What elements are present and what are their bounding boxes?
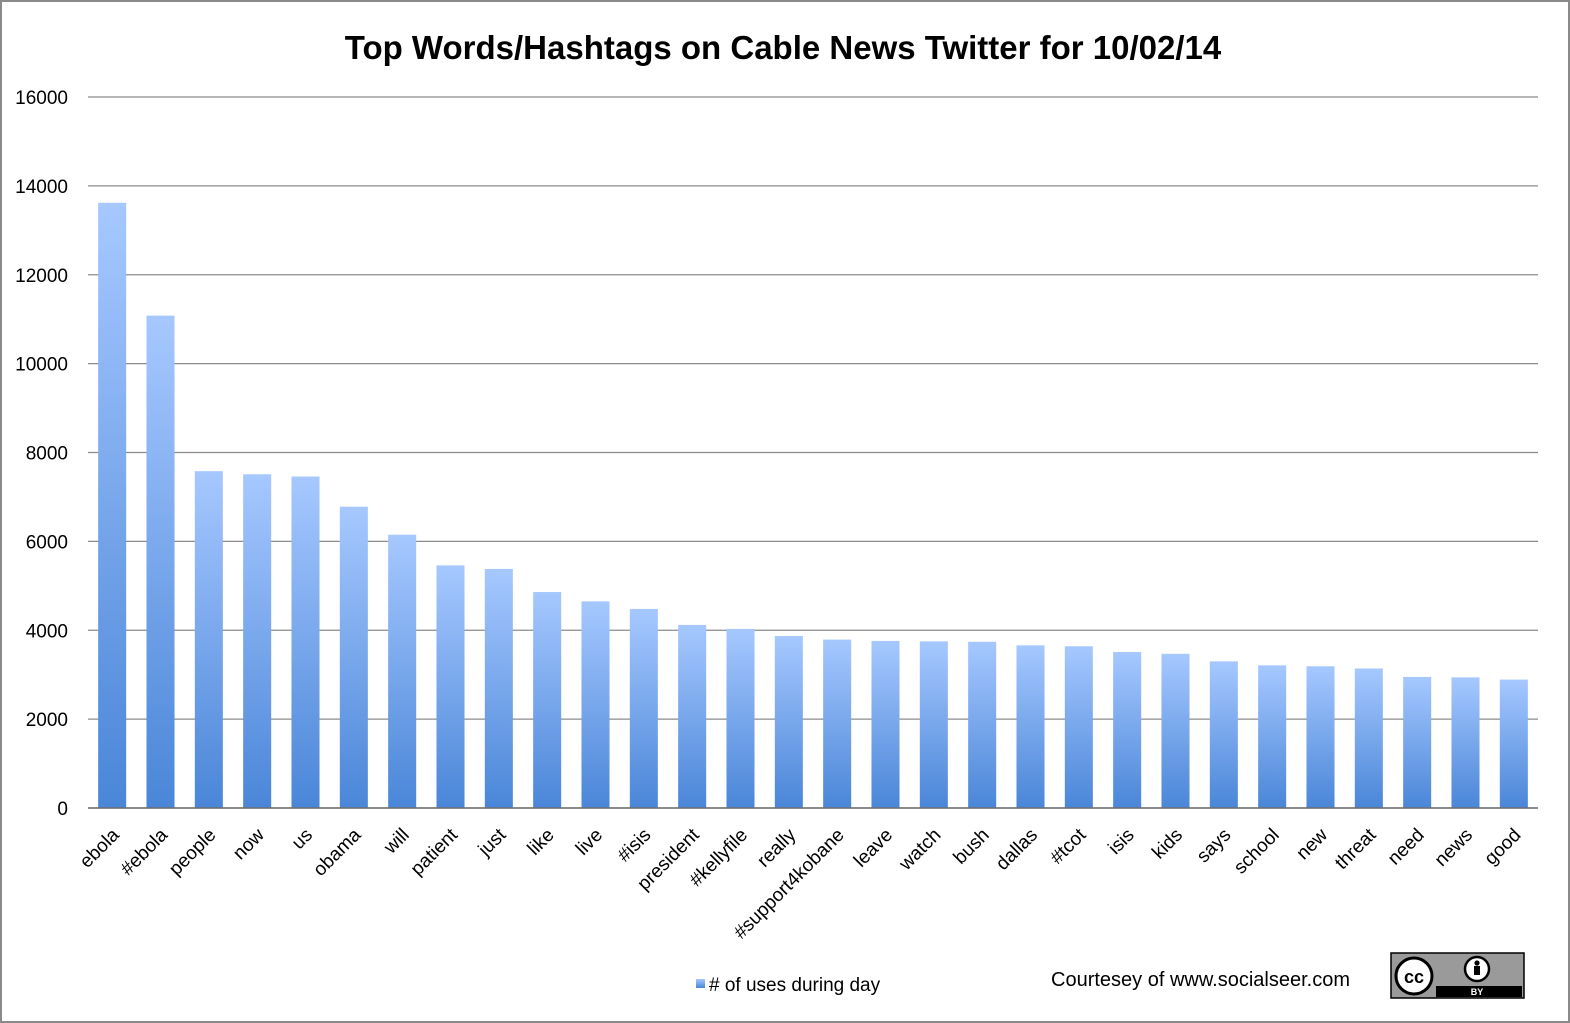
- bar: [1403, 676, 1432, 808]
- bar: [146, 315, 175, 808]
- bars: [88, 202, 1538, 809]
- bar: [629, 608, 658, 808]
- credit-text: Courtesey of www.socialseer.com: [1051, 969, 1350, 991]
- license-badge: cc BY: [1390, 952, 1525, 999]
- bar: [339, 506, 368, 808]
- x-tick-label: news: [1431, 825, 1477, 871]
- attribution-icon: [1463, 955, 1491, 983]
- badge-label: BY: [1471, 987, 1484, 997]
- bar: [484, 568, 513, 808]
- bar: [1016, 645, 1045, 808]
- bar: [1209, 661, 1238, 808]
- x-tick-label: #tcot: [1046, 824, 1090, 868]
- bar: [968, 641, 997, 808]
- legend: # of uses during day: [696, 975, 881, 996]
- y-tick-label: 8000: [26, 444, 68, 465]
- x-tick-label: patient: [407, 824, 463, 880]
- x-tick-label: leave: [850, 825, 897, 872]
- x-tick-label: threat: [1331, 824, 1381, 874]
- x-tick-label: need: [1384, 825, 1429, 870]
- bar: [291, 476, 320, 808]
- y-tick-label: 14000: [15, 177, 68, 198]
- bar: [436, 565, 465, 808]
- bar: [243, 474, 272, 808]
- bar: [533, 592, 562, 808]
- bar: [726, 628, 755, 808]
- chart-title: Top Words/Hashtags on Cable News Twitter…: [345, 29, 1222, 66]
- x-tick-label: just: [474, 824, 511, 861]
- bar: [1113, 652, 1142, 808]
- y-axis-ticks: 0 2000 4000 6000 8000 10000 12000 14000 16000: [15, 88, 68, 820]
- x-tick-label: isis: [1104, 825, 1138, 859]
- bar: [823, 639, 852, 808]
- x-tick-label: school: [1230, 825, 1284, 879]
- bar: [1258, 665, 1287, 808]
- bar: [1306, 666, 1335, 808]
- y-tick-label: 6000: [26, 532, 68, 553]
- bar: [98, 202, 127, 809]
- x-tick-label: us: [288, 825, 317, 854]
- x-tick-label: like: [524, 825, 559, 860]
- y-tick-label: 2000: [26, 710, 68, 731]
- x-tick-label: people: [165, 825, 220, 880]
- svg-text:cc: cc: [1404, 967, 1424, 987]
- bar: [774, 636, 803, 808]
- bar: [194, 471, 223, 808]
- legend-swatch: [696, 979, 705, 988]
- x-tick-label: now: [229, 824, 269, 864]
- x-tick-label: #ebola: [117, 824, 172, 879]
- bar: [388, 534, 417, 808]
- bar: [919, 641, 948, 808]
- y-tick-label: 12000: [15, 266, 68, 287]
- x-tick-label: good: [1481, 825, 1526, 870]
- y-tick-label: 16000: [15, 88, 68, 109]
- x-tick-label: says: [1193, 825, 1235, 867]
- x-tick-label: #isis: [614, 825, 656, 867]
- x-tick-label: new: [1293, 824, 1333, 864]
- bar: [1161, 653, 1190, 808]
- x-tick-label: will: [379, 825, 413, 859]
- cc-icon: cc: [1394, 956, 1434, 996]
- bar: [1064, 646, 1093, 808]
- bar: [1354, 668, 1383, 808]
- legend-label: # of uses during day: [709, 975, 881, 996]
- x-tick-label: dallas: [992, 825, 1042, 875]
- bar: [1451, 677, 1480, 808]
- x-tick-label: live: [572, 825, 607, 860]
- bar: [581, 601, 610, 808]
- bar: [1499, 679, 1528, 808]
- bar: [871, 640, 900, 808]
- x-tick-label: obama: [309, 824, 365, 880]
- y-tick-label: 10000: [15, 355, 68, 376]
- bar: [678, 624, 707, 808]
- y-tick-label: 0: [57, 799, 68, 820]
- x-tick-label: watch: [895, 825, 946, 876]
- y-tick-label: 4000: [26, 621, 68, 642]
- x-tick-label: kids: [1148, 825, 1187, 864]
- x-tick-label: bush: [950, 825, 994, 869]
